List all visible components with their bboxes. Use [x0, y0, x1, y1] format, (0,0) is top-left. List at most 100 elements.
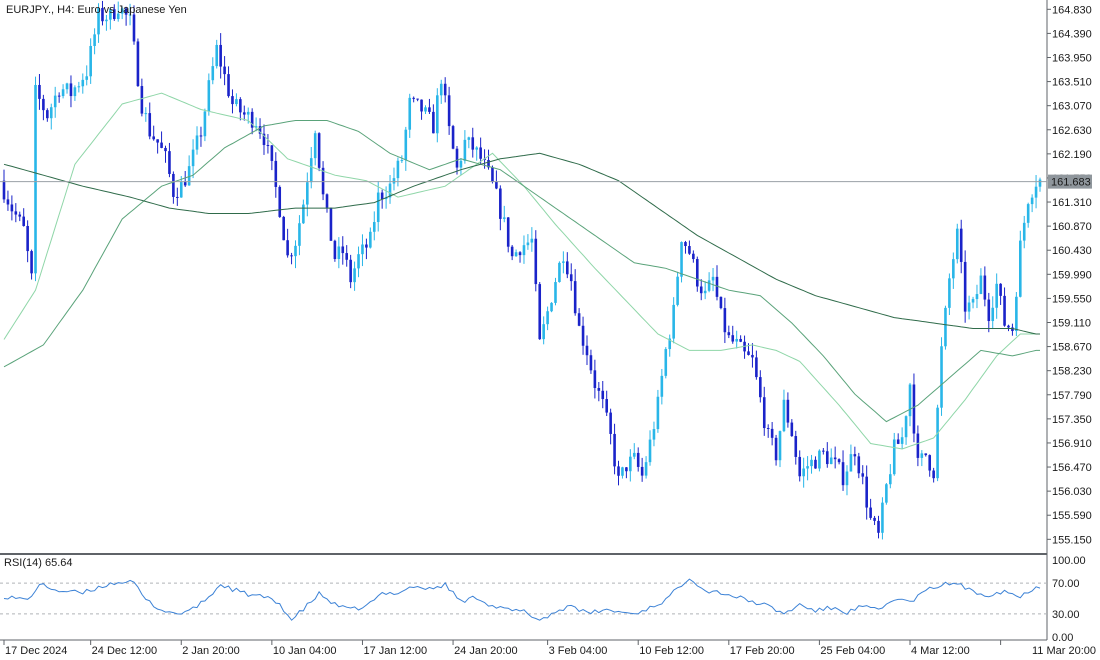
price-axis[interactable]: 164.830 164.390 163.950 163.510 163.070 162.6…	[1047, 4, 1092, 546]
candle-body	[109, 9, 112, 20]
candle	[239, 97, 242, 121]
candle-body	[632, 452, 636, 457]
price-tick-label: 157.790	[1052, 390, 1092, 402]
candle-body	[140, 86, 144, 114]
candle-body	[845, 471, 849, 486]
candle	[562, 251, 565, 274]
candle	[34, 76, 37, 282]
candle	[613, 423, 616, 475]
candle	[499, 185, 502, 231]
candle	[727, 325, 731, 339]
chart-frames	[0, 0, 1048, 641]
candle-body	[144, 113, 148, 115]
candle	[369, 227, 372, 249]
candle-body	[49, 107, 53, 119]
candle-body	[408, 97, 412, 130]
candle	[187, 155, 191, 186]
candle	[274, 152, 278, 198]
candle	[625, 467, 628, 479]
candle-body	[569, 274, 573, 282]
candle-body	[400, 160, 404, 162]
candle-body	[991, 307, 995, 322]
time-tick-label: 24 Dec 12:00	[92, 645, 157, 657]
candle	[349, 254, 352, 289]
candle	[865, 465, 868, 520]
candle	[471, 127, 475, 158]
candle	[506, 217, 510, 253]
candle	[640, 457, 644, 482]
price-tick-label: 157.350	[1052, 414, 1092, 426]
candle-body	[644, 462, 648, 476]
candle	[794, 430, 798, 465]
candle-body	[948, 278, 951, 308]
candle	[2, 169, 6, 203]
candle	[971, 296, 975, 309]
candle	[825, 442, 829, 468]
time-tick-label: 10 Jan 04:00	[273, 645, 337, 657]
candle-body	[814, 459, 817, 469]
candle-body	[81, 79, 85, 87]
candle-body	[231, 96, 234, 105]
candle	[617, 460, 620, 486]
candle	[554, 277, 557, 306]
rsi-axis[interactable]: 100.00 70.00 30.00 0.00	[1052, 555, 1086, 644]
candle-body	[798, 456, 802, 477]
candle-body	[770, 428, 774, 438]
candle-body	[849, 454, 853, 472]
candle	[770, 422, 774, 446]
candle	[1026, 202, 1030, 228]
candle-body	[337, 246, 341, 259]
candle-body	[597, 387, 601, 391]
candle	[416, 98, 419, 102]
candle-body	[566, 261, 569, 275]
candle-body	[1003, 295, 1006, 326]
candle	[1003, 287, 1006, 327]
candle-body	[302, 204, 305, 224]
time-tick-label: 25 Feb 04:00	[820, 645, 885, 657]
candle-body	[822, 450, 825, 452]
time-axis[interactable]: 17 Dec 2024 24 Dec 12:00 2 Jan 20:00 10 Jan…	[3, 640, 1096, 657]
candle-body	[601, 390, 605, 400]
candle	[948, 273, 951, 316]
candle-body	[983, 275, 987, 300]
candle	[672, 297, 675, 344]
candle-body	[329, 207, 333, 241]
candle-body	[1030, 197, 1034, 205]
candle-body	[156, 139, 159, 143]
candle-body	[766, 428, 770, 430]
candle	[900, 427, 904, 450]
candle	[353, 261, 356, 291]
candle-body	[424, 107, 427, 112]
candle-body	[132, 14, 136, 42]
candle	[1019, 230, 1022, 298]
candle-body	[101, 8, 104, 22]
candle-body	[420, 99, 423, 112]
candle-body	[388, 183, 392, 198]
candle-body	[534, 238, 538, 285]
candle	[26, 220, 29, 263]
candle-body	[782, 399, 786, 432]
candle-body	[963, 261, 967, 312]
candle	[522, 235, 526, 264]
price-tick-label: 156.470	[1052, 462, 1092, 474]
candle	[376, 181, 380, 232]
candle-body	[274, 160, 278, 187]
candle-body	[42, 98, 45, 111]
candle-body	[853, 454, 857, 457]
candle-body	[506, 217, 510, 247]
candle-body	[6, 199, 10, 205]
candle	[392, 167, 396, 191]
candle-body	[235, 99, 238, 105]
rsi-pane[interactable]	[0, 578, 1047, 621]
price-tick-label: 155.150	[1052, 534, 1092, 546]
candle	[160, 131, 163, 149]
candle-body	[885, 484, 888, 503]
candle	[317, 132, 321, 172]
candle	[680, 241, 683, 283]
price-pane[interactable]	[0, 0, 1047, 540]
candle-body	[14, 211, 18, 215]
price-tick-label: 159.110	[1052, 317, 1091, 329]
candle-body	[759, 377, 762, 398]
candle	[510, 244, 514, 261]
